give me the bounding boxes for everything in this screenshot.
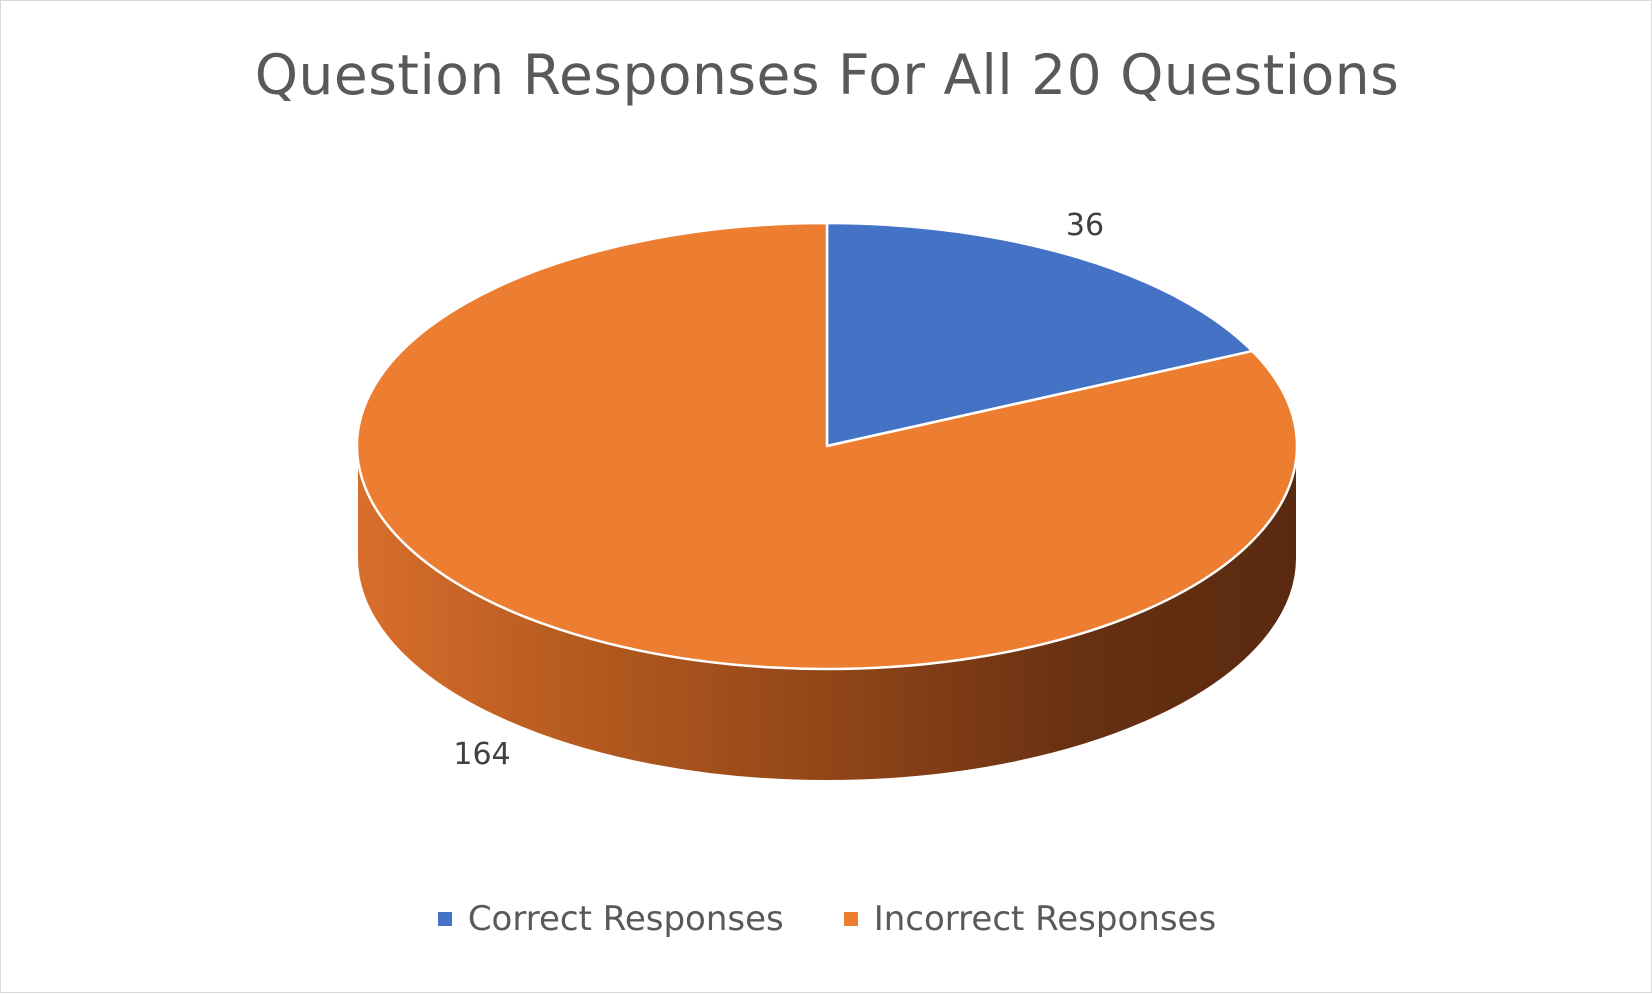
legend-label-incorrect: Incorrect Responses: [873, 899, 1217, 939]
pie-slice-incorrect: [355, 221, 1299, 671]
pie-slice-correct: [825, 221, 1254, 448]
legend-item-incorrect: Incorrect Responses: [843, 899, 1217, 939]
legend-swatch-incorrect: [843, 912, 858, 926]
legend-swatch-correct: [437, 912, 452, 926]
chart-title: Question Responses For All 20 Questions: [254, 43, 1400, 107]
legend-label-correct: Correct Responses: [467, 899, 784, 939]
data-label-correct: 36: [1066, 208, 1104, 243]
legend: Correct Responses Incorrect Responses: [1, 899, 1652, 939]
data-label-incorrect: 164: [453, 737, 510, 772]
legend-item-correct: Correct Responses: [437, 899, 784, 939]
